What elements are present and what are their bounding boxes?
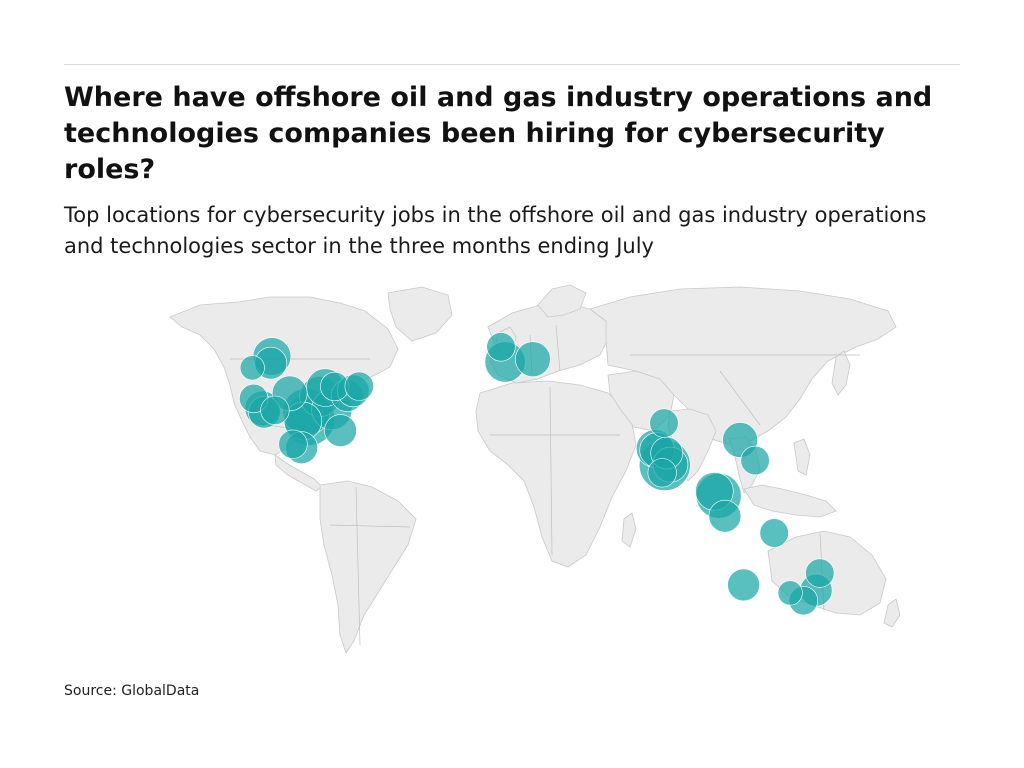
world-map — [160, 275, 900, 660]
chart-subtitle: Top locations for cybersecurity jobs in … — [64, 203, 927, 258]
landmass-indonesia — [743, 484, 837, 518]
landmass-new-zealand — [883, 598, 900, 628]
location-bubble — [727, 568, 760, 602]
landmass-south-america — [319, 480, 417, 654]
border-south-america-2 — [355, 486, 361, 646]
location-bubble — [759, 518, 789, 548]
landmass-central-america — [274, 454, 323, 492]
landmass-africa — [475, 380, 637, 568]
landmass-madagascar — [621, 512, 637, 548]
landmass-philippines — [793, 438, 811, 476]
location-bubble — [649, 408, 679, 438]
landmass-scandinavia — [537, 284, 587, 318]
location-bubble — [239, 355, 265, 381]
bubble-layer — [239, 332, 835, 616]
top-divider — [64, 64, 960, 65]
location-bubble — [260, 395, 290, 425]
border-south-america-1 — [329, 524, 411, 528]
landmass-japan — [831, 350, 851, 396]
location-bubble — [344, 371, 374, 401]
source-note: Source: GlobalData — [64, 683, 200, 699]
location-bubble — [740, 445, 770, 476]
landmass-asia — [589, 286, 897, 446]
location-bubble — [486, 332, 516, 362]
location-bubble — [278, 429, 308, 459]
location-bubble — [777, 580, 803, 606]
location-bubble — [515, 341, 551, 377]
border-africa-2 — [549, 386, 553, 556]
landmass-greenland — [387, 286, 453, 342]
location-bubble — [805, 558, 835, 588]
chart-title: Where have offshore oil and gas industry… — [64, 82, 933, 185]
location-bubble — [647, 458, 677, 488]
location-bubble — [708, 499, 742, 533]
world-map-svg — [169, 284, 900, 654]
location-bubble — [324, 414, 357, 447]
border-asia-2 — [719, 370, 761, 426]
border-europe-2 — [555, 324, 561, 372]
